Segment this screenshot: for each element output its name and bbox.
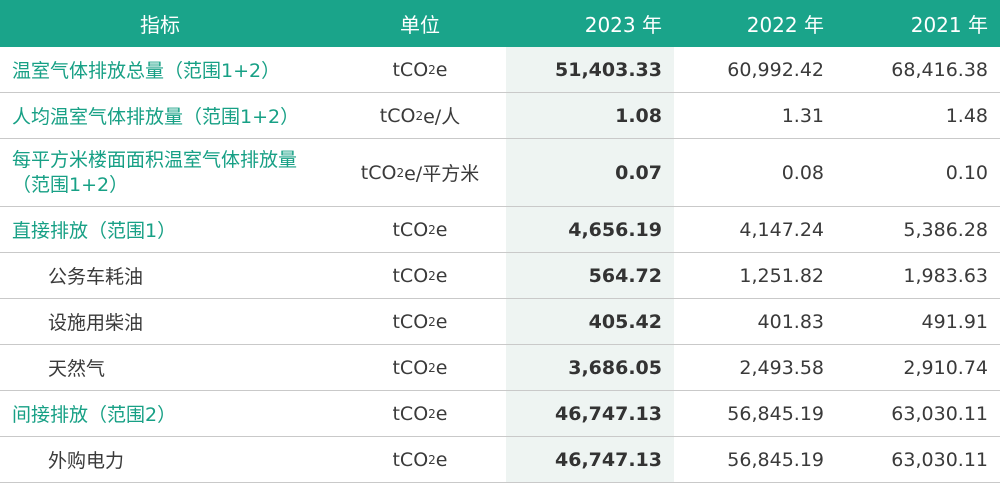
value-2021: 68,416.38: [891, 58, 988, 81]
value-2021: 1,983.63: [903, 264, 988, 287]
unit-cell: tCO 2 e: [392, 310, 448, 333]
value-2023: 3,686.05: [506, 345, 674, 390]
unit-cell: tCO 2 e/平方米: [360, 161, 480, 186]
table-row: 设施用柴油 tCO 2 e 405.42 401.83 491.91: [0, 299, 1000, 345]
value-2021: 2,910.74: [903, 356, 988, 379]
indicator-label: 温室气体排放总量（范围1+2）: [12, 60, 281, 82]
header-unit: 单位: [400, 13, 440, 37]
value-2021: 491.91: [921, 310, 988, 333]
value-2022: 1,251.82: [739, 264, 824, 287]
table-row: 直接排放（范围1） tCO 2 e 4,656.19 4,147.24 5,386.…: [0, 207, 1000, 253]
value-2021: 63,030.11: [891, 402, 988, 425]
value-2023: 1.08: [506, 93, 674, 138]
indicator-label: 直接排放（范围1）: [12, 220, 177, 242]
table-row: 外购电力 tCO 2 e 46,747.13 56,845.19 63,030.11: [0, 437, 1000, 483]
value-2022: 1.31: [781, 104, 824, 127]
value-2022: 401.83: [757, 310, 824, 333]
value-2023: 51,403.33: [506, 47, 674, 92]
indicator-label: 间接排放（范围2）: [12, 404, 177, 426]
value-2021: 5,386.28: [903, 218, 988, 241]
unit-cell: tCO 2 e: [392, 264, 448, 287]
value-2022: 0.08: [781, 161, 824, 184]
header-indicator: 指标: [140, 13, 180, 37]
value-2023: 46,747.13: [506, 437, 674, 482]
header-2023: 2023 年: [584, 13, 662, 37]
value-2023: 4,656.19: [506, 207, 674, 252]
unit-cell: tCO 2 e: [392, 58, 448, 81]
indicator-label-line2: （范围1+2）: [12, 173, 129, 196]
table-row: 公务车耗油 tCO 2 e 564.72 1,251.82 1,983.63: [0, 253, 1000, 299]
value-2022: 4,147.24: [739, 218, 824, 241]
value-2021: 63,030.11: [891, 448, 988, 471]
value-2021: 1.48: [945, 104, 988, 127]
value-2023: 46,747.13: [506, 391, 674, 436]
unit-cell: tCO 2 e/人: [379, 104, 461, 129]
indicator-label: 公务车耗油: [48, 266, 144, 288]
indicator-label: 外购电力: [48, 450, 125, 472]
unit-cell: tCO 2 e: [392, 356, 448, 379]
header-2021: 2021 年: [910, 13, 988, 37]
table-row: 天然气 tCO 2 e 3,686.05 2,493.58 2,910.74: [0, 345, 1000, 391]
table-row: 每平方米楼面面积温室气体排放量 （范围1+2） tCO 2 e/平方米 0.07 0…: [0, 139, 1000, 207]
value-2022: 60,992.42: [727, 58, 824, 81]
header-2022: 2022 年: [746, 13, 824, 37]
unit-cell: tCO 2 e: [392, 402, 448, 425]
table-header: 指标 单位 2023 年 2022 年 2021 年: [0, 0, 1000, 47]
indicator-label-line1: 每平方米楼面面积温室气体排放量: [12, 148, 298, 171]
value-2023: 564.72: [506, 253, 674, 298]
unit-cell: tCO 2 e: [392, 218, 448, 241]
table-row: 温室气体排放总量（范围1+2） tCO 2 e 51,403.33 60,992.4…: [0, 47, 1000, 93]
value-2023: 0.07: [506, 139, 674, 206]
value-2022: 56,845.19: [727, 402, 824, 425]
indicator-label: 天然气: [48, 358, 106, 380]
table-row: 间接排放（范围2） tCO 2 e 46,747.13 56,845.19 63,0…: [0, 391, 1000, 437]
value-2022: 56,845.19: [727, 448, 824, 471]
indicator-label: 人均温室气体排放量（范围1+2）: [12, 106, 300, 128]
unit-cell: tCO 2 e: [392, 448, 448, 471]
value-2022: 2,493.58: [739, 356, 824, 379]
value-2023: 405.42: [506, 299, 674, 344]
indicator-label: 设施用柴油: [48, 312, 144, 334]
indicator-label: 每平方米楼面面积温室气体排放量 （范围1+2）: [0, 139, 330, 206]
value-2021: 0.10: [945, 161, 988, 184]
table-row: 人均温室气体排放量（范围1+2） tCO 2 e/人 1.08 1.31 1.48: [0, 93, 1000, 139]
